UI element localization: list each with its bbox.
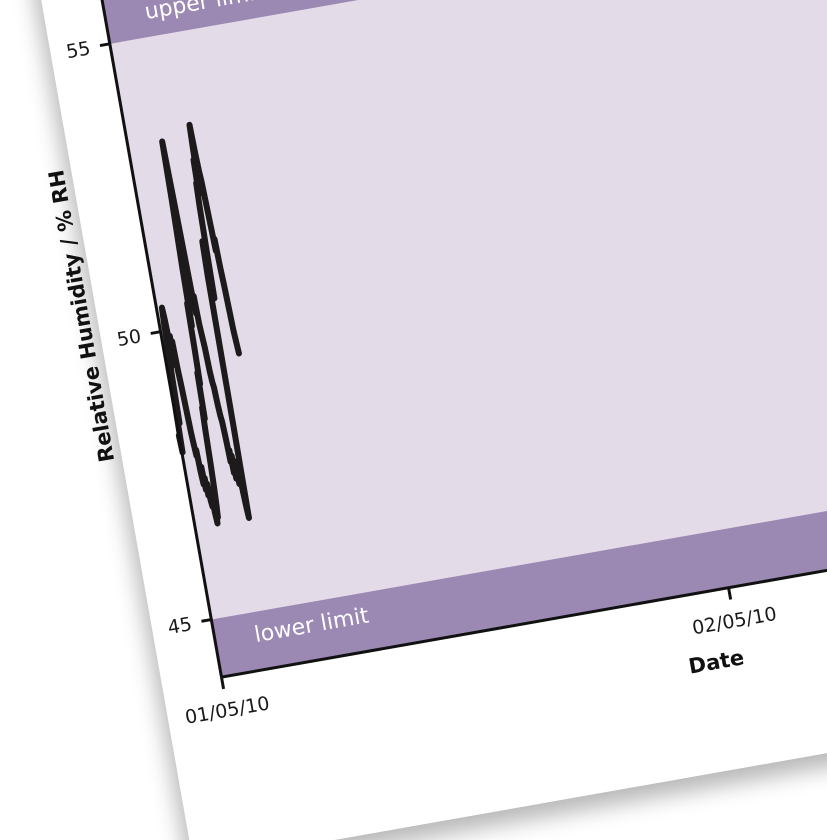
humidity-series-line (158, 121, 252, 527)
y-tick-label: 55 (65, 37, 93, 63)
y-axis-ticks: 45 50 55 (65, 37, 212, 639)
lower-limit-band (211, 449, 827, 678)
x-tick-mark (220, 676, 226, 690)
y-tick-mark (99, 42, 111, 48)
y-tick-label: 45 (166, 613, 194, 639)
y-tick-label: 50 (115, 325, 143, 351)
plot-background (89, 0, 827, 678)
x-tick-label: 02/05/10 (691, 603, 779, 639)
humidity-line-chart: upper limit lower limit 01/05/1002/05/10… (44, 0, 827, 729)
x-tick-label: 01/05/10 (183, 692, 271, 728)
x-axis-line (221, 505, 827, 679)
chart-card: upper limit lower limit 01/05/10 02/05/10… (20, 0, 827, 840)
y-axis-line (81, 0, 223, 678)
x-axis-title: Date (687, 645, 746, 678)
x-tick-mark (727, 587, 733, 600)
y-axis-title: Relative Humidity / % RH (44, 168, 119, 464)
y-tick-mark (201, 618, 212, 623)
y-tick-mark (150, 330, 161, 335)
